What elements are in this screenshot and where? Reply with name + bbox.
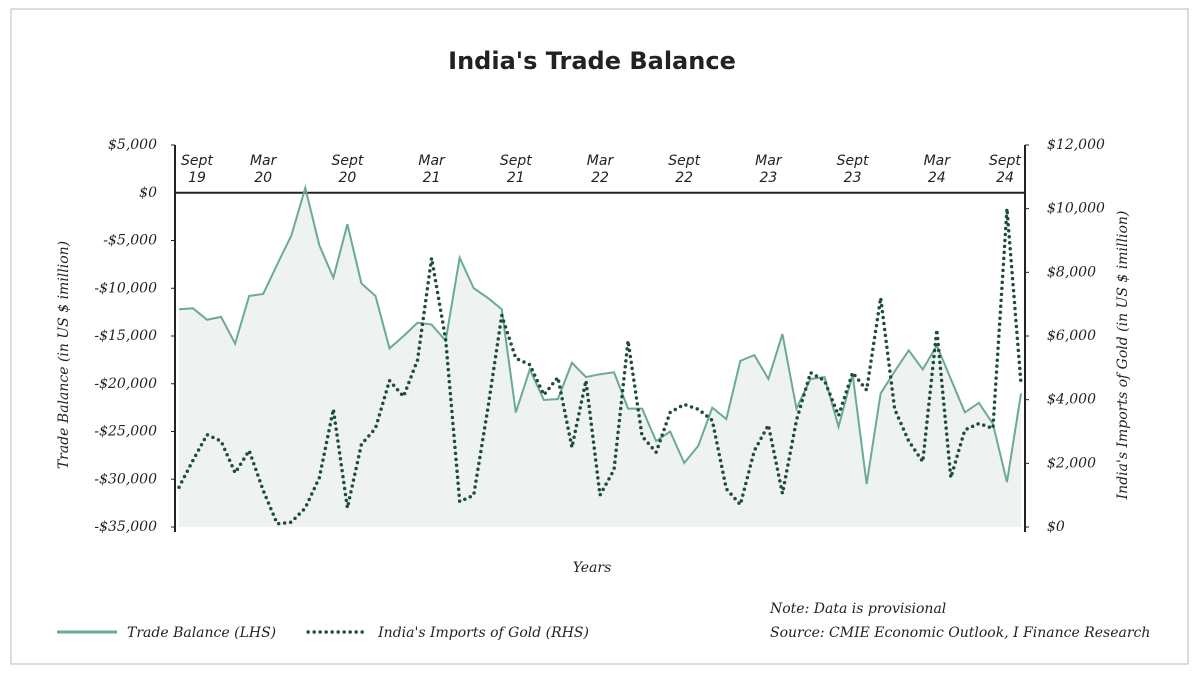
x-tick-label: Sept 24 (989, 152, 1021, 186)
x-tick-label: Mar 23 (755, 152, 782, 186)
x-tick-label: Mar 22 (586, 152, 614, 186)
y-tick-label: -$25,000 (94, 424, 157, 440)
y2-tick-label: $2,000 (1047, 455, 1096, 471)
x-tick-label: Sept 21 (499, 152, 532, 186)
x-tick-label: Sept 23 (836, 152, 869, 186)
y-tick-label: $5,000 (108, 137, 157, 153)
legend-label: Trade Balance (LHS) (127, 625, 276, 641)
y2-tick-label: $8,000 (1047, 264, 1096, 280)
y-axis-title: Trade Balance (in US $ imillion) (56, 241, 72, 469)
y2-tick-label: $10,000 (1047, 201, 1105, 217)
y-tick-label: -$15,000 (94, 328, 157, 344)
line-series (178, 184, 1022, 485)
legend-label: India's Imports of Gold (RHS) (377, 625, 589, 641)
y2-tick-label: $12,000 (1047, 137, 1105, 153)
line-series (177, 208, 1023, 526)
y-tick-label: -$5,000 (103, 233, 157, 249)
y2-tick-label: $4,000 (1047, 392, 1096, 408)
x-tick-label: Sept 22 (668, 152, 701, 186)
area (179, 187, 1021, 527)
chart-title: India's Trade Balance (448, 47, 736, 75)
y-tick-label: -$10,000 (94, 280, 157, 296)
x-tick-label: Mar 21 (418, 152, 445, 186)
x-tick-label: Mar 20 (249, 152, 277, 186)
x-tick-label: Sept 19 (181, 152, 213, 186)
y2-tick-label: $0 (1047, 519, 1065, 535)
x-axis-title: Years (573, 560, 612, 576)
x-tick-label: Sept 20 (331, 152, 364, 186)
note: Note: Data is provisional (769, 601, 946, 617)
y-tick-label: -$30,000 (94, 471, 157, 487)
note: Source: CMIE Economic Outlook, I Finance… (770, 625, 1150, 641)
y2-axis-title: India's Imports of Gold (in US $ imillio… (1115, 211, 1131, 501)
x-tick-label: Mar 24 (923, 152, 950, 186)
y-tick-label: -$20,000 (94, 376, 157, 392)
frame (10, 8, 1189, 665)
y2-tick-label: $6,000 (1047, 328, 1096, 344)
y-tick-label: $0 (139, 185, 157, 201)
y-tick-label: -$35,000 (94, 519, 157, 535)
